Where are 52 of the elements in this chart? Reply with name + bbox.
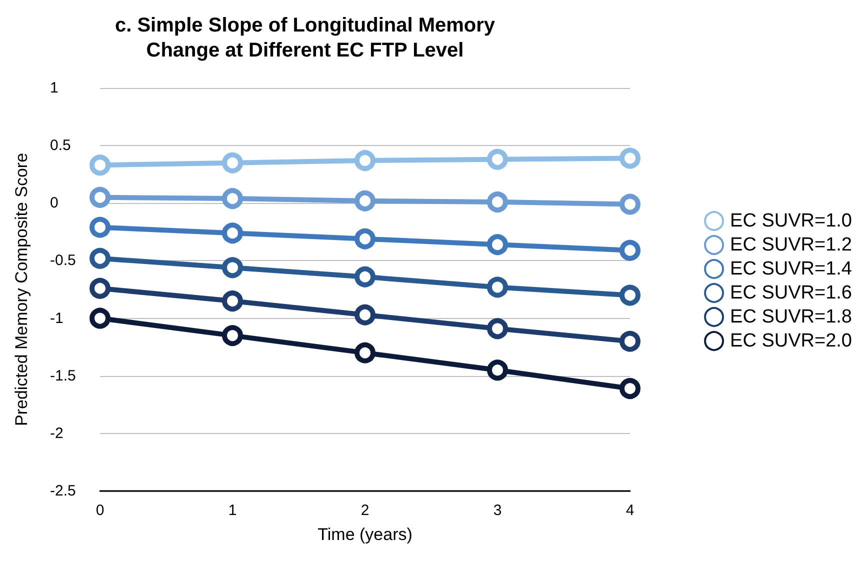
chart-title: c. Simple Slope of Longitudinal Memory Change at Different EC FTP Level <box>114 14 496 62</box>
point <box>354 342 376 364</box>
point <box>90 308 110 329</box>
point <box>222 325 243 346</box>
x-tick-label: 4 <box>626 502 634 519</box>
point <box>354 304 376 326</box>
point <box>354 266 376 288</box>
legend-label: EC SUVR=1.8 <box>730 306 852 328</box>
legend-label: EC SUVR=1.2 <box>730 234 852 256</box>
point <box>90 248 110 269</box>
y-tick-label: -1.5 <box>50 367 76 384</box>
point <box>90 186 110 208</box>
point <box>620 148 640 169</box>
point <box>487 234 508 256</box>
y-tick-label: -2 <box>50 424 64 442</box>
y-tick-label: 0 <box>50 194 58 212</box>
point <box>620 194 640 215</box>
point <box>354 190 376 212</box>
y-tick-label: -2.5 <box>50 482 76 500</box>
y-tick-label: 1 <box>50 80 58 96</box>
y-tick-label: 0.5 <box>50 137 71 154</box>
legend-label: EC SUVR=2.0 <box>730 330 852 352</box>
point <box>487 276 508 298</box>
point <box>620 240 640 261</box>
point <box>487 148 508 170</box>
point <box>90 154 110 176</box>
point <box>222 152 243 174</box>
point <box>620 284 640 306</box>
x-tick-label: 2 <box>360 502 370 519</box>
point <box>487 318 508 340</box>
y-axis-title: Predicted Memory Composite Score <box>12 152 31 426</box>
point <box>620 378 640 400</box>
point <box>222 257 243 278</box>
y-tick-label: -0.5 <box>50 252 76 270</box>
point <box>222 290 243 312</box>
point <box>222 222 243 244</box>
legend-label: EC SUVR=1.0 <box>730 210 852 232</box>
x-tick-label: 0 <box>96 502 104 519</box>
point <box>487 191 508 212</box>
point <box>90 216 110 238</box>
legend-label: EC SUVR=1.4 <box>730 258 852 280</box>
point <box>354 150 376 172</box>
legend-label: EC SUVR=1.6 <box>730 282 852 304</box>
point <box>354 228 376 250</box>
x-axis-title: Time (years) <box>318 525 412 544</box>
point <box>487 360 508 381</box>
point <box>222 188 243 210</box>
point <box>90 278 110 299</box>
point <box>620 330 640 352</box>
x-tick-label: 1 <box>228 502 237 519</box>
x-tick-label: 3 <box>493 502 502 519</box>
y-tick-label: -1 <box>50 310 64 327</box>
